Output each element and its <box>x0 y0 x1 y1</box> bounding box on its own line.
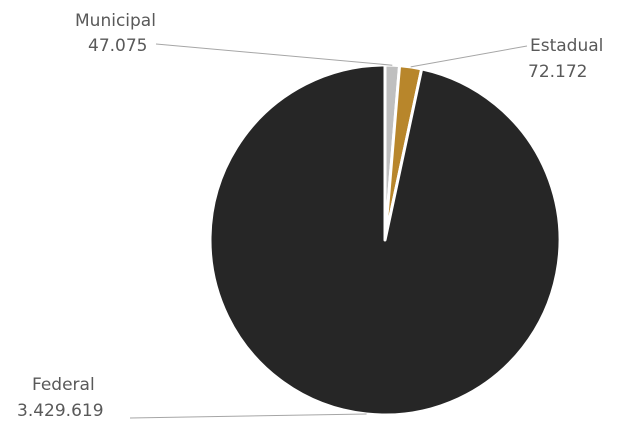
pie-slices <box>208 63 562 417</box>
label-federal-name: Federal <box>32 375 95 395</box>
label-estadual-name: Estadual <box>530 36 603 56</box>
label-estadual-value: 72.172 <box>528 62 587 82</box>
leader-line-federal <box>129 413 367 419</box>
leader-line-municipal <box>155 43 393 66</box>
leader-lines <box>129 43 528 419</box>
leader-line-estadual <box>410 45 528 68</box>
label-municipal-value: 47.075 <box>88 36 147 56</box>
label-municipal-name: Municipal <box>75 11 156 31</box>
label-federal-value: 3.429.619 <box>17 401 104 421</box>
pie-slice-federal <box>208 63 562 417</box>
